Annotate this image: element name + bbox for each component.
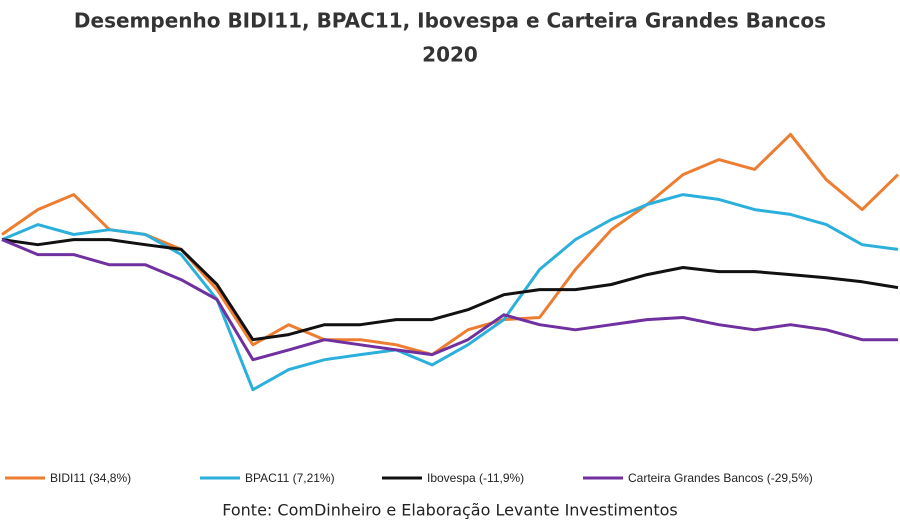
legend-label: Ibovespa (-11,9%) — [427, 471, 524, 485]
chart-title: Desempenho BIDI11, BPAC11, Ibovespa e Ca… — [74, 9, 826, 33]
legend-label: BPAC11 (7,21%) — [245, 471, 335, 485]
source-note: Fonte: ComDinheiro e Elaboração Levante … — [222, 501, 678, 520]
chart-subtitle: 2020 — [422, 43, 478, 67]
legend-label: BIDI11 (34,8%) — [50, 471, 131, 485]
series-line — [1, 193, 899, 392]
legend-label: Carteira Grandes Bancos (-29,5%) — [628, 471, 813, 485]
series-line — [1, 238, 899, 342]
series-line — [1, 238, 898, 362]
